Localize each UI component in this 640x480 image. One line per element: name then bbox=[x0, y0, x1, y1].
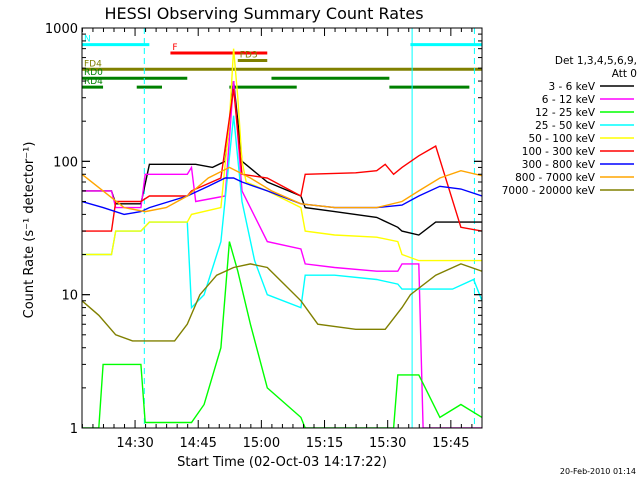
x-tick-label-5: 15:45 bbox=[432, 436, 469, 451]
flag-label-fd3: FD3 bbox=[240, 51, 258, 61]
y-axis-label: Count Rate (s⁻¹ detector⁻¹) bbox=[22, 142, 37, 319]
legend-label-3: 25 - 50 keV bbox=[535, 120, 596, 132]
series-line-8 bbox=[82, 263, 482, 342]
y-tick-label-0: 1 bbox=[70, 422, 78, 437]
legend-label-8: 7000 - 20000 keV bbox=[502, 185, 596, 197]
y-tick-label-1: 10 bbox=[61, 289, 78, 304]
series-line-4 bbox=[82, 48, 482, 262]
series-line-2 bbox=[82, 241, 482, 428]
chart-title: HESSI Observing Summary Count Rates bbox=[104, 4, 423, 23]
x-tick-label-3: 15:15 bbox=[306, 436, 343, 451]
x-tick-label-0: 14:30 bbox=[116, 436, 153, 451]
legend-label-6: 300 - 800 keV bbox=[522, 159, 596, 171]
footer-date: 20-Feb-2010 01:14 bbox=[560, 467, 636, 476]
y-axis: 1 10 100 1000 bbox=[45, 22, 482, 437]
flag-label-fd4: FD4 bbox=[84, 59, 102, 69]
legend-label-1: 6 - 12 keV bbox=[542, 94, 596, 106]
legend-title-1: Att 0 bbox=[612, 68, 637, 80]
legend-title-0: Det 1,3,4,5,6,9, bbox=[555, 55, 637, 67]
x-tick-label-2: 15:00 bbox=[243, 436, 280, 451]
x-tick-label-4: 15:30 bbox=[369, 436, 406, 451]
series-line-5 bbox=[82, 88, 482, 232]
legend-label-4: 50 - 100 keV bbox=[528, 133, 595, 145]
legend-label-2: 12 - 25 keV bbox=[535, 107, 596, 119]
y-tick-label-2: 100 bbox=[53, 155, 78, 170]
x-axis: 14:30 14:45 15:00 15:15 15:30 15:45 bbox=[81, 28, 473, 451]
series-line-7 bbox=[82, 166, 482, 213]
x-tick-label-1: 14:45 bbox=[179, 436, 216, 451]
flag-label-rd4: RD4 bbox=[84, 77, 103, 87]
legend-label-7: 800 - 7000 keV bbox=[515, 172, 596, 184]
series-lines bbox=[82, 48, 482, 428]
flag-label-rd0: RD0 bbox=[84, 68, 103, 78]
x-axis-label: Start Time (02-Oct-03 14:17:22) bbox=[177, 455, 387, 470]
series-line-6 bbox=[82, 177, 482, 216]
flag-label-f: F bbox=[172, 43, 177, 53]
y-tick-label-3: 1000 bbox=[45, 22, 78, 37]
flag-label-n: N bbox=[84, 35, 91, 45]
legend-label-5: 100 - 300 keV bbox=[522, 146, 596, 158]
series-line-1 bbox=[82, 81, 482, 428]
legend-label-0: 3 - 6 keV bbox=[548, 81, 595, 93]
